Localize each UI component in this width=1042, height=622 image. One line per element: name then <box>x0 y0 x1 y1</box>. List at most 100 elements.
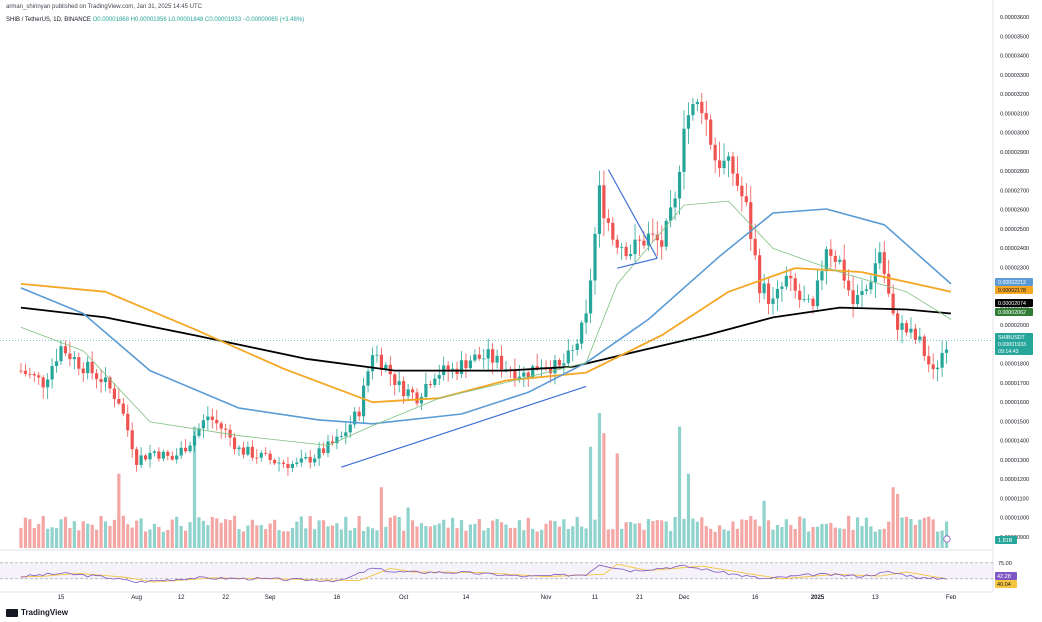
candle-body <box>295 462 299 465</box>
volume-label: 1.81B <box>998 538 1013 544</box>
volume-bar <box>313 529 317 548</box>
volume-bar <box>499 522 504 548</box>
candle-body <box>317 448 321 459</box>
candle-body <box>41 377 45 388</box>
candle-body <box>571 350 575 351</box>
candle-body <box>566 350 570 364</box>
volume-bar <box>597 413 602 548</box>
volume-bar <box>477 519 481 548</box>
volume-bar <box>384 526 388 548</box>
volume-bar <box>624 522 628 548</box>
candle-body <box>847 280 851 291</box>
candle-body <box>820 271 824 281</box>
candle-body <box>695 101 699 105</box>
candle-body <box>869 282 873 290</box>
symbol-label[interactable]: SHIB / TetherUS, 1D, BINANCE <box>6 17 91 23</box>
tradingview-logo[interactable]: TradingView <box>6 608 68 617</box>
volume-bar <box>655 520 659 548</box>
volume-bar <box>869 526 873 548</box>
y-tick-label: 0.00003000 <box>1000 131 1029 137</box>
volume-bar <box>197 517 201 548</box>
candle-body <box>108 377 112 389</box>
x-tick-label: 16 <box>334 595 341 601</box>
candle-body <box>740 185 744 197</box>
volume-bar <box>766 520 771 548</box>
price-label-box <box>995 299 1033 307</box>
candle-body <box>753 238 757 256</box>
y-tick-label: 0.00002600 <box>1000 208 1029 214</box>
y-tick-label: 0.00002300 <box>1000 265 1029 271</box>
candle-body <box>918 336 922 340</box>
rsi-value-label: 42.28 <box>997 574 1011 580</box>
volume-bar <box>424 526 428 548</box>
volume-bar <box>108 526 112 548</box>
candle-body <box>722 160 726 169</box>
candle-body <box>686 115 691 129</box>
volume-bar <box>59 519 63 548</box>
volume-bar <box>820 523 824 548</box>
volume-bar <box>95 529 99 548</box>
volume-bar <box>700 517 704 548</box>
volume-bar <box>780 527 784 548</box>
volume-bar <box>379 487 383 548</box>
candle-body <box>726 156 731 161</box>
candle-body <box>152 451 157 453</box>
candle-body <box>780 286 784 289</box>
volume-bar <box>192 426 197 548</box>
price-label-text: 0.00002212 <box>998 280 1026 286</box>
volume-bar <box>415 526 419 548</box>
volume-bar <box>896 494 900 548</box>
volume-bar <box>446 527 450 548</box>
candle-body <box>357 411 361 417</box>
volume-bar <box>433 525 437 548</box>
volume-bar <box>762 500 766 548</box>
candle-body <box>148 452 152 460</box>
candle-body <box>775 288 780 299</box>
candle-body <box>437 375 441 379</box>
volume-bar <box>157 527 161 548</box>
candle-body <box>562 363 566 366</box>
price-label-box <box>995 286 1033 294</box>
volume-bar <box>473 523 477 548</box>
candle-body <box>677 171 682 199</box>
x-tick-label: Nov <box>541 595 552 601</box>
volume-bar <box>326 526 330 548</box>
volume-bar <box>219 522 223 548</box>
candle-body <box>553 360 557 374</box>
candle-body <box>700 101 704 114</box>
moving-average-line <box>20 267 952 404</box>
candle-body <box>161 451 165 459</box>
candle-body <box>922 336 926 357</box>
candle-body <box>513 370 517 379</box>
candle-body <box>482 358 486 360</box>
volume-bar <box>851 529 855 548</box>
candle-body <box>704 113 708 120</box>
volume-bar <box>927 516 931 548</box>
candle-body <box>855 295 860 305</box>
volume-bar <box>936 531 940 548</box>
volume-bar <box>228 520 232 548</box>
y-tick-label: 0.00001400 <box>1000 439 1029 445</box>
candle-body <box>762 283 766 294</box>
candle-body <box>406 389 410 397</box>
x-tick-label: Aug <box>131 595 142 601</box>
rsi-band <box>0 562 993 579</box>
volume-bar <box>531 528 535 548</box>
indicator-settings-icon <box>943 535 951 543</box>
y-tick-label: 0.00002500 <box>1000 227 1029 233</box>
y-tick-label: 0.00002900 <box>1000 150 1029 156</box>
volume-bar <box>580 526 584 548</box>
candle-body <box>179 447 183 456</box>
candle-body <box>824 249 828 272</box>
volume-bar <box>909 519 913 548</box>
volume-label-box <box>995 536 1017 544</box>
volume-bar <box>660 520 664 548</box>
volume-bar <box>646 519 650 548</box>
candle-body <box>433 378 437 385</box>
volume-bar <box>255 525 259 548</box>
candle-body <box>54 361 59 367</box>
volume-bar <box>143 531 148 548</box>
y-tick-label: 0.00001100 <box>1000 496 1029 502</box>
volume-bar <box>166 530 170 548</box>
